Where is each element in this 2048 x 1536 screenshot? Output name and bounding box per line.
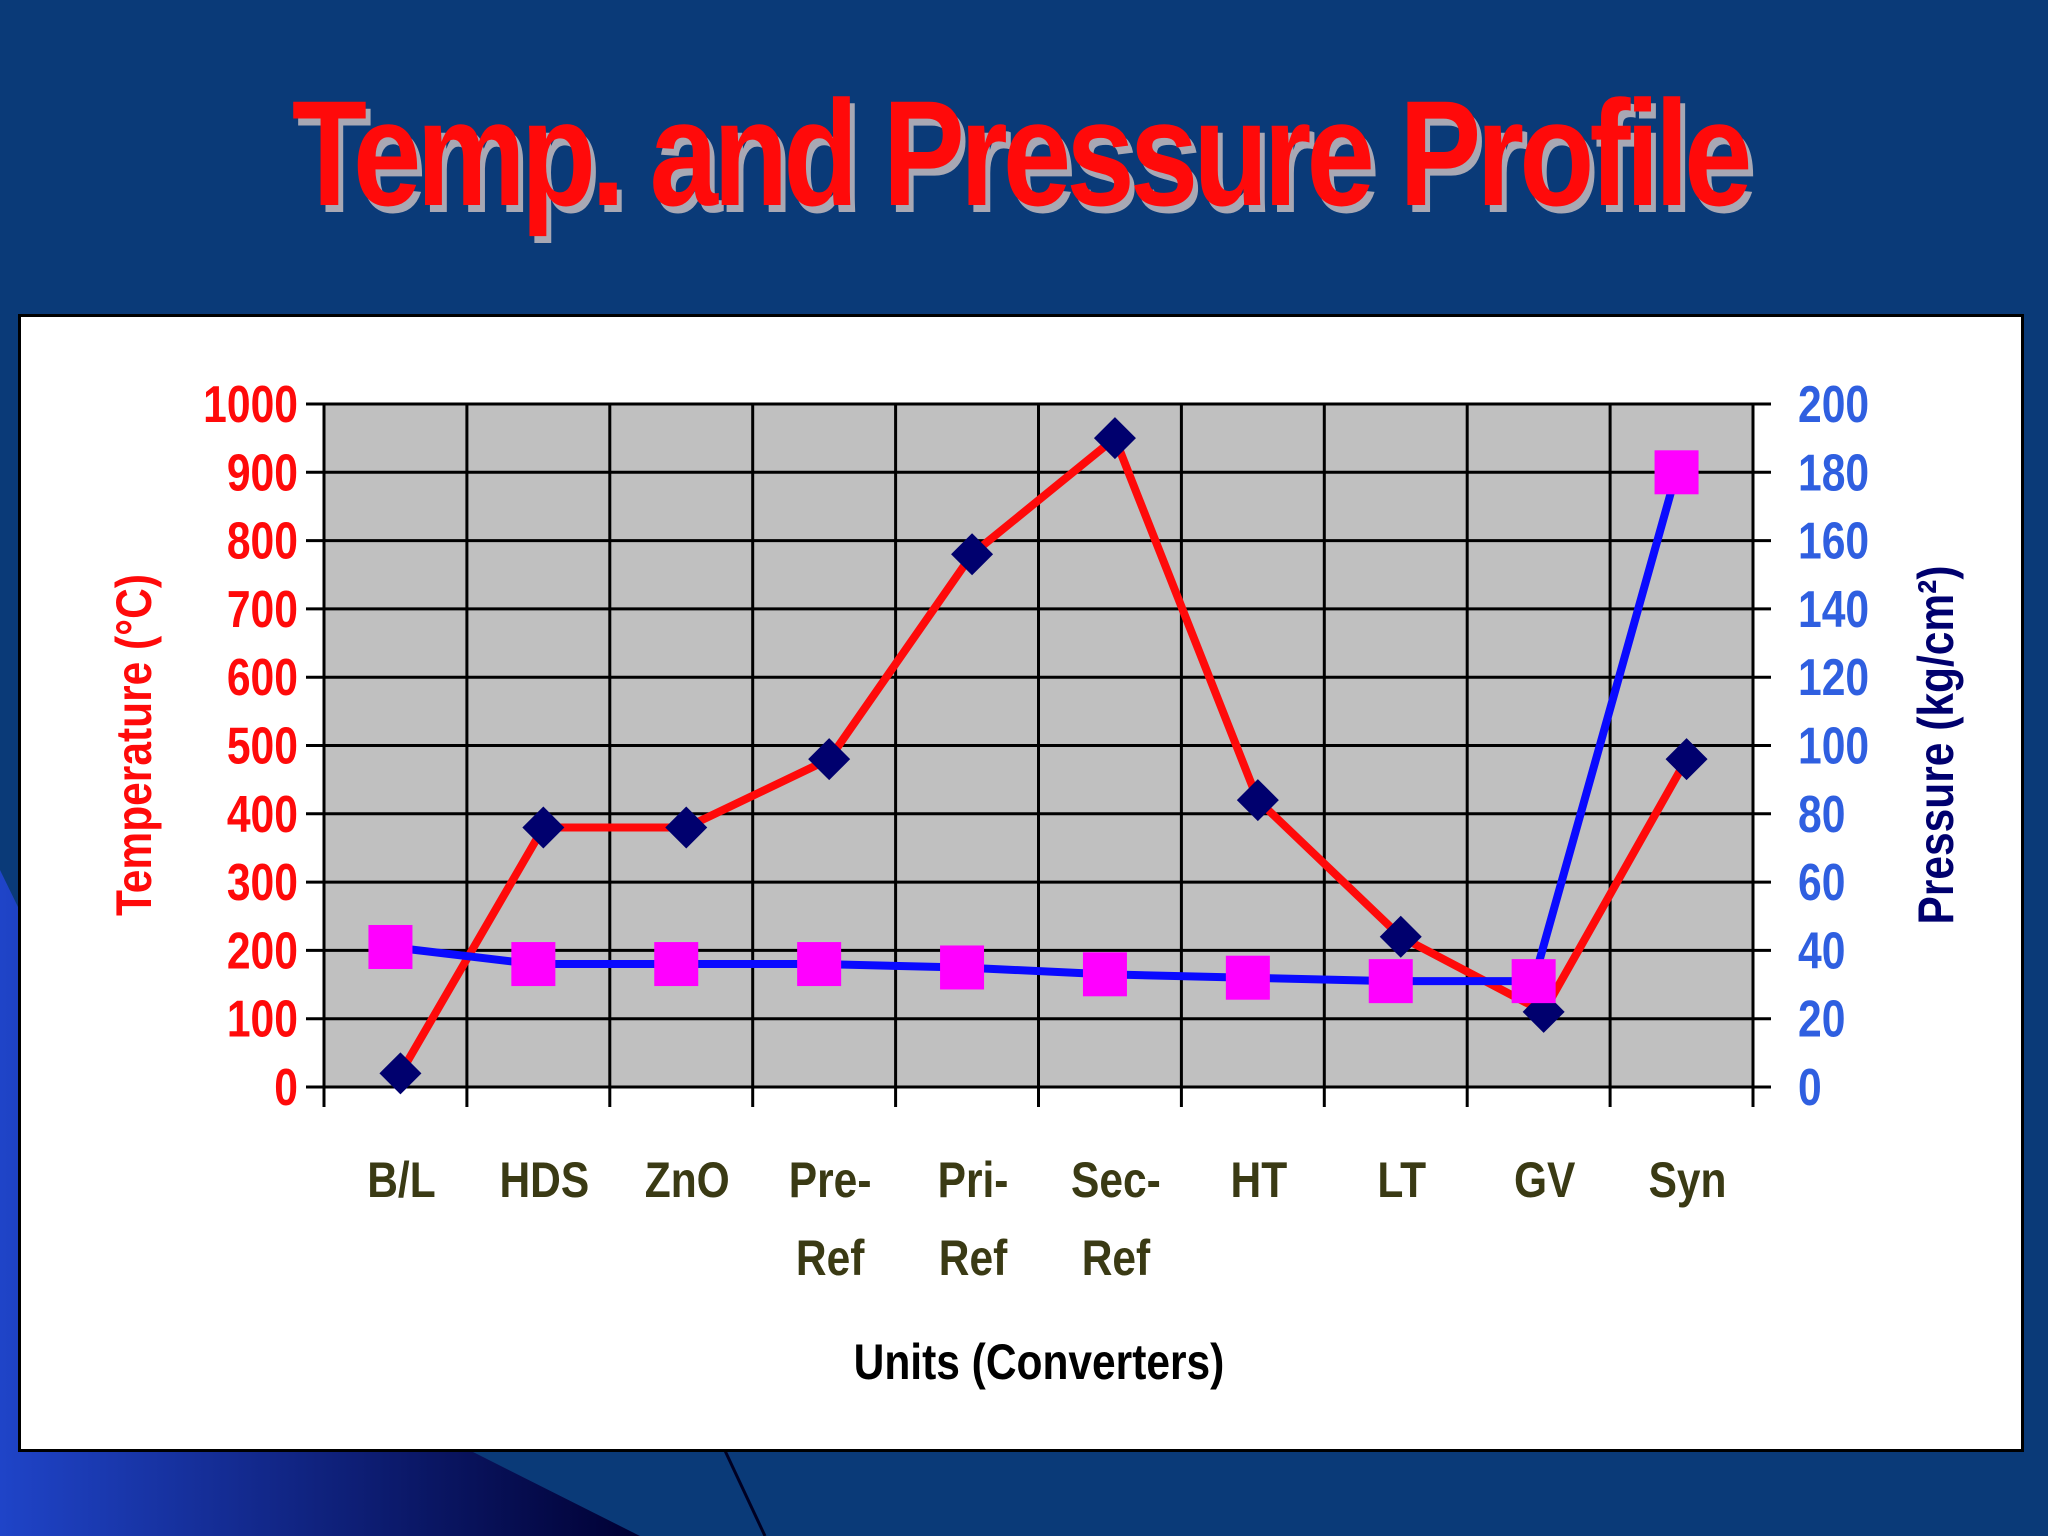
- y-tick-label-left-6: 600: [227, 649, 298, 707]
- y-tick-label-left-1: 100: [227, 991, 298, 1049]
- y-tick-label-left-8: 800: [227, 513, 298, 571]
- series-markers: [368, 417, 1708, 1095]
- pressure-point-2: [654, 942, 699, 987]
- x-tick-label-9-0: Syn: [1649, 1152, 1727, 1208]
- y-tick-label-left-0: 0: [274, 1059, 298, 1117]
- x-tick-label-3-0: Pre-: [789, 1152, 872, 1208]
- pressure-point-0: [368, 924, 413, 969]
- corner-line: [718, 1439, 767, 1536]
- chart: 0 100 200 300 400 500 600 700 800 900 1000 0 20 40 60…: [106, 376, 1964, 1390]
- chart-panel: 0 100 200 300 400 500 600 700 800 900 1000 0 20 40 60…: [18, 314, 2024, 1452]
- temperature-point-0: [379, 1052, 422, 1095]
- category-axis-ticks: B/L HDS ZnO Pre- Ref Pri- Ref Sec- Ref HT LT GV Syn: [367, 1152, 1726, 1286]
- x-tick-label-5-1: Ref: [1082, 1230, 1151, 1286]
- series-line-pressure: [389, 471, 1681, 986]
- temperature-point-9: [1665, 738, 1708, 781]
- series-lines: [389, 434, 1691, 1076]
- temperature-point-4: [951, 533, 994, 576]
- temperature-point-3: [808, 738, 851, 781]
- y-tick-label-left-10: 1000: [203, 376, 298, 434]
- pressure-point-3: [797, 942, 842, 987]
- y-tick-label-right-7: 140: [1798, 581, 1869, 639]
- y-axis-title-temperature: Temperature (°C): [106, 574, 162, 916]
- pressure-point-7: [1368, 959, 1413, 1004]
- x-tick-label-7-0: LT: [1377, 1152, 1426, 1208]
- y-tick-label-right-1: 20: [1798, 991, 1845, 1049]
- pressure-point-5: [1082, 952, 1127, 997]
- y-tick-label-right-8: 160: [1798, 513, 1869, 571]
- temperature-point-2: [665, 806, 708, 849]
- x-axis-title: Units (Converters): [854, 1334, 1225, 1390]
- temperature-point-6: [1236, 779, 1279, 822]
- y-tick-label-right-9: 180: [1798, 444, 1869, 502]
- y-tick-label-right-2: 40: [1798, 922, 1845, 980]
- y-tick-label-left-4: 400: [227, 786, 298, 844]
- slide-title: Temp. and Pressure Profile: [291, 69, 1753, 237]
- x-tick-label-8-0: GV: [1514, 1152, 1575, 1208]
- pressure-point-8: [1511, 959, 1556, 1004]
- temperature-point-7: [1379, 915, 1422, 958]
- x-tick-label-4-1: Ref: [939, 1230, 1008, 1286]
- x-tick-label-2-0: ZnO: [645, 1152, 730, 1208]
- pressure-axis-ticks: 0 20 40 60 80 100 120 140 160 180 200: [1798, 376, 1869, 1117]
- x-tick-label-5-0: Sec-: [1071, 1152, 1161, 1208]
- pressure-point-4: [940, 945, 985, 990]
- x-tick-label-1-0: HDS: [499, 1152, 589, 1208]
- y-tick-label-left-3: 300: [227, 854, 298, 912]
- y-tick-label-right-4: 80: [1798, 786, 1845, 844]
- axes: [306, 402, 1771, 1107]
- pressure-point-9: [1654, 450, 1699, 495]
- temperature-axis-ticks: 0 100 200 300 400 500 600 700 800 900 1000: [203, 376, 298, 1117]
- y-tick-label-left-7: 700: [227, 581, 298, 639]
- x-tick-label-0-0: B/L: [367, 1152, 435, 1208]
- y-tick-label-left-9: 900: [227, 444, 298, 502]
- series-line-temperature: [396, 434, 1691, 1076]
- y-tick-label-right-6: 120: [1798, 649, 1869, 707]
- y-axis-title-pressure: Pressure (kg/cm²): [1908, 566, 1964, 925]
- y-tick-label-right-5: 100: [1798, 718, 1869, 776]
- pressure-point-6: [1225, 955, 1270, 1000]
- x-tick-label-3-1: Ref: [796, 1230, 865, 1286]
- y-tick-label-right-0: 0: [1798, 1059, 1822, 1117]
- y-tick-label-right-3: 60: [1798, 854, 1845, 912]
- x-tick-label-4-0: Pri-: [938, 1152, 1009, 1208]
- y-tick-label-left-2: 200: [227, 922, 298, 980]
- y-tick-label-left-5: 500: [227, 718, 298, 776]
- temperature-point-5: [1093, 417, 1136, 460]
- x-tick-label-6-0: HT: [1231, 1152, 1288, 1208]
- temperature-point-1: [522, 806, 565, 849]
- y-tick-label-right-10: 200: [1798, 376, 1869, 434]
- pressure-point-1: [511, 942, 556, 987]
